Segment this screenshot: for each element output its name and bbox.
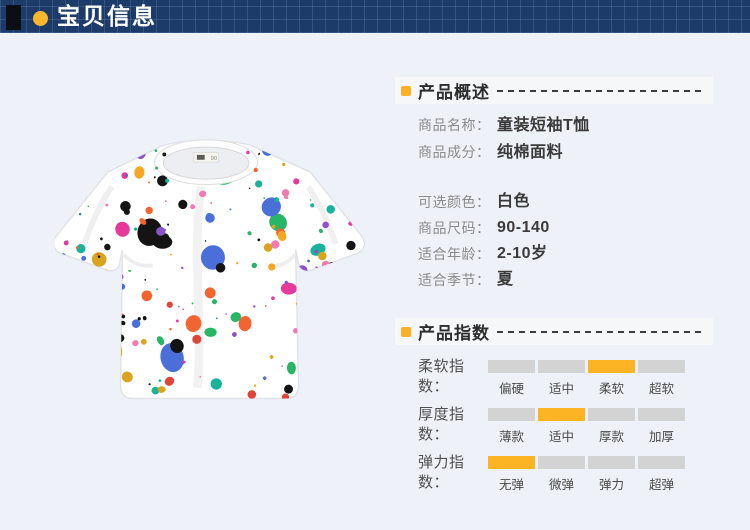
scale-segment (588, 360, 635, 373)
scale-segment (538, 360, 585, 373)
collar-specks (155, 150, 258, 173)
overview-bullet-icon (401, 85, 411, 96)
info-label: 商品尺码： (418, 220, 491, 236)
info-value: 童装短袖T恤 (497, 117, 590, 134)
scale-segment (488, 408, 535, 421)
svg-text:90: 90 (211, 156, 218, 162)
scale-segment (538, 456, 585, 469)
index-row-softness: 柔软指数： 偏硬 适中 柔软 超软 (418, 356, 685, 397)
index-section-title: 产品指数 (418, 324, 490, 343)
product-photo-tshirt: 90 (55, 139, 366, 400)
scale-label: 微弹 (548, 477, 574, 492)
yellow-dot-icon (33, 11, 48, 26)
top-bar: 宝贝信息 (0, 0, 750, 33)
info-row-size: 商品尺码： 90-140 (418, 215, 550, 241)
index-scale: 薄款 适中 厚款 加厚 (488, 404, 685, 445)
index-label: 弹力指数： (418, 454, 465, 491)
info-label: 商品名称： (418, 117, 491, 133)
info-row-name: 商品名称： 童装短袖T恤 (418, 112, 590, 139)
page-title: 宝贝信息 (57, 3, 157, 29)
info-label: 适合季节： (418, 272, 491, 288)
index-row-thickness: 厚度指数： 薄款 适中 厚款 加厚 (418, 404, 685, 445)
overview-group-basic: 商品名称： 童装短袖T恤 商品成分： 纯棉面料 (418, 112, 590, 166)
info-row-age: 适合年龄： 2-10岁 (418, 241, 550, 267)
scale-label: 柔软 (598, 381, 624, 396)
info-label: 商品成分： (418, 144, 491, 160)
overview-group-specs: 可选颜色： 白色 商品尺码： 90-140 适合年龄： 2-10岁 适合季节： … (418, 189, 550, 293)
info-label: 适合年龄： (418, 246, 491, 262)
scale-label: 加厚 (648, 429, 674, 444)
overview-section-title: 产品概述 (418, 83, 490, 102)
scale-segment (588, 408, 635, 421)
scale-segment (638, 360, 685, 373)
info-value: 纯棉面料 (497, 144, 564, 161)
scale-label: 薄款 (498, 429, 524, 444)
dashed-divider (497, 330, 705, 334)
index-label: 柔软指数： (418, 358, 465, 395)
tshirt-neck-opening (162, 146, 250, 180)
scale-label: 超弹 (648, 477, 674, 492)
index-section-header: 产品指数 (395, 318, 713, 345)
info-value: 90-140 (497, 219, 550, 236)
index-bullet-icon (401, 326, 411, 337)
scale-label: 弹力 (598, 477, 624, 492)
scale-label: 适中 (548, 429, 574, 444)
info-value: 夏 (497, 271, 514, 288)
index-scale: 偏硬 适中 柔软 超软 (488, 356, 685, 397)
index-label: 厚度指数： (418, 406, 465, 443)
scale-label: 厚款 (598, 429, 624, 444)
scale-segment (488, 456, 535, 469)
scale-segment (488, 360, 535, 373)
index-scale: 无弹 微弹 弹力 超弹 (488, 452, 685, 493)
info-value: 2-10岁 (497, 245, 548, 262)
scale-segment (638, 456, 685, 469)
dashed-divider (497, 89, 705, 93)
scale-label: 无弹 (498, 477, 524, 492)
tshirt-fold-shading (81, 184, 339, 389)
scale-segment (538, 408, 585, 421)
info-value: 白色 (497, 193, 531, 210)
info-label: 可选颜色： (418, 194, 491, 210)
scale-label: 适中 (548, 381, 574, 396)
scale-label: 超软 (648, 381, 674, 396)
scale-segment (588, 456, 635, 469)
info-row-color: 可选颜色： 白色 (418, 189, 550, 215)
info-row-material: 商品成分： 纯棉面料 (418, 139, 590, 166)
info-row-season: 适合季节： 夏 (418, 267, 550, 293)
overview-section-header: 产品概述 (395, 77, 713, 104)
collar-tag: 90 (193, 152, 220, 163)
scale-label: 偏硬 (498, 381, 524, 396)
scale-segment (638, 408, 685, 421)
black-square-decoration (6, 5, 21, 30)
index-row-elasticity: 弹力指数： 无弹 微弹 弹力 超弹 (418, 452, 685, 493)
